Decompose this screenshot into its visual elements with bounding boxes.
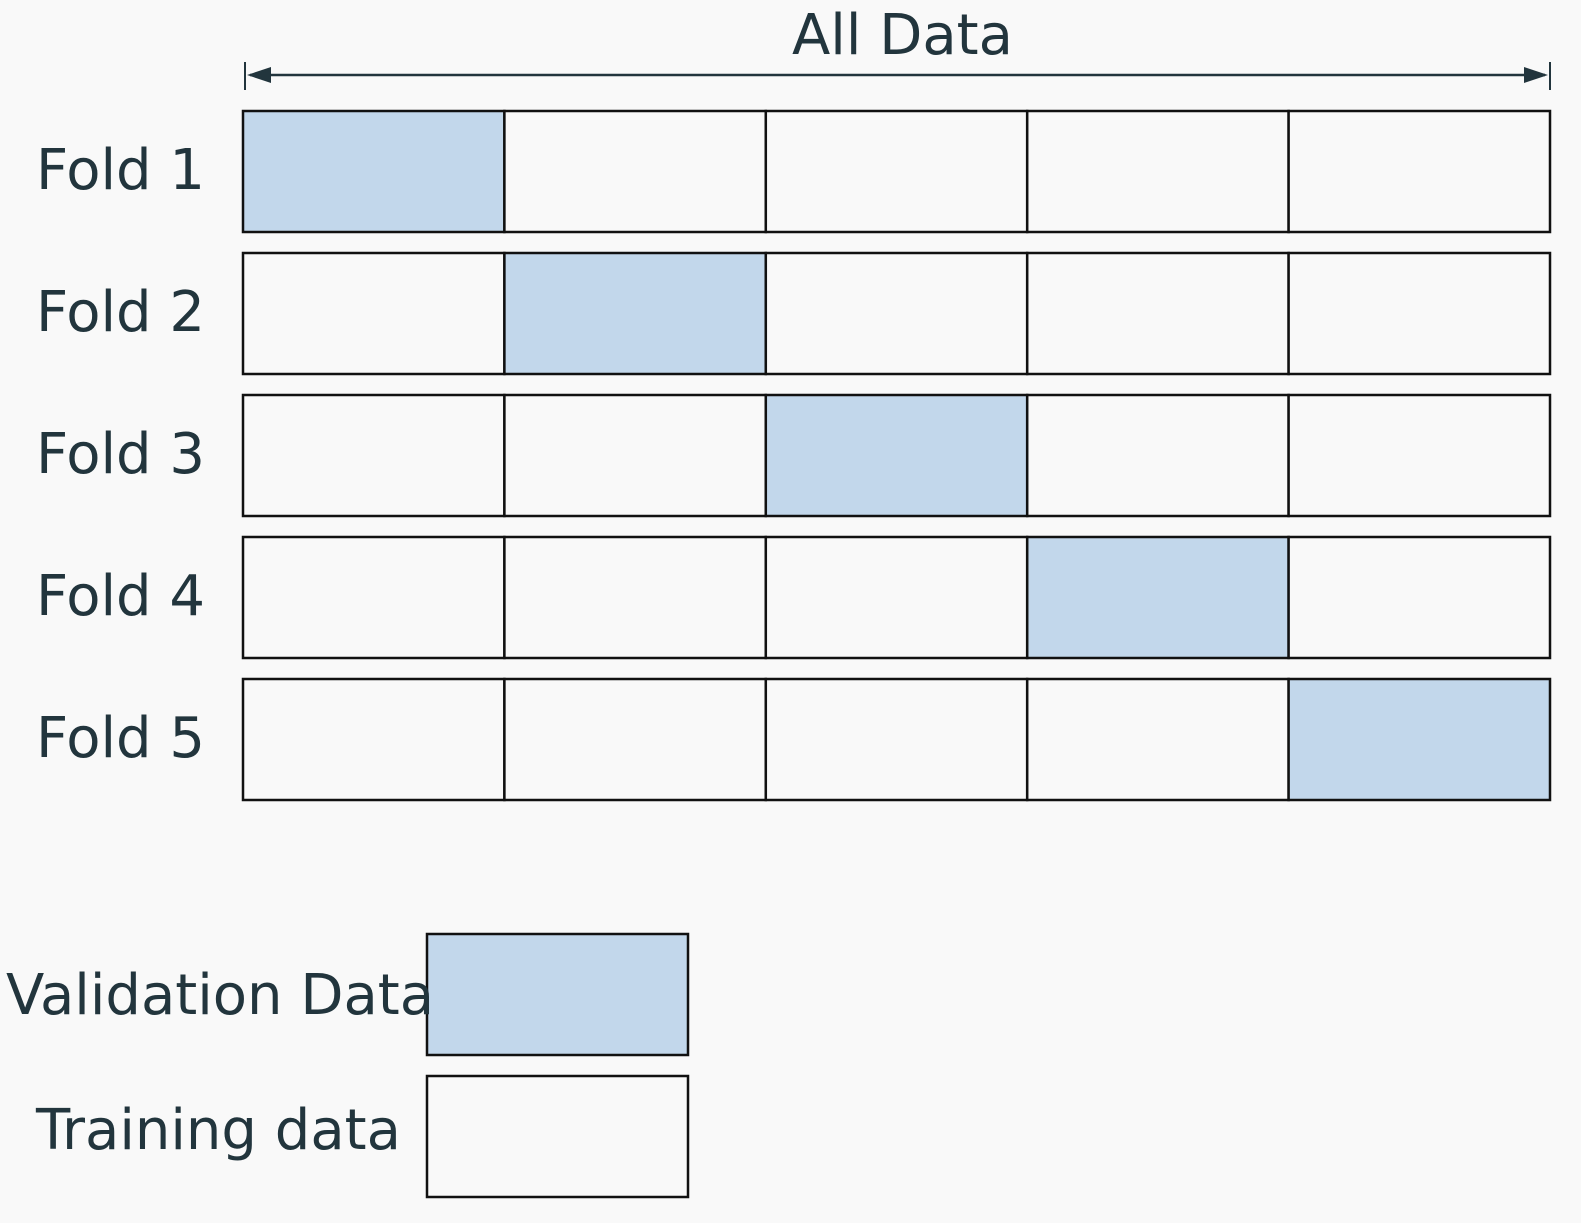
legend-validation-swatch bbox=[425, 932, 690, 1057]
folds-grid bbox=[241, 109, 1552, 802]
fold-row-5 bbox=[241, 677, 1552, 802]
training-segment-fold1-4 bbox=[1025, 109, 1290, 234]
fold-label-5: Fold 5 bbox=[36, 706, 206, 771]
legend-training-swatch bbox=[425, 1074, 690, 1199]
training-segment-fold3-4 bbox=[1025, 393, 1290, 518]
training-segment-fold3-5 bbox=[1287, 393, 1552, 518]
training-segment-fold5-3 bbox=[764, 677, 1029, 802]
training-segment-fold1-2 bbox=[503, 109, 768, 234]
fold-label-2: Fold 2 bbox=[36, 280, 206, 345]
validation-segment-fold5-5 bbox=[1287, 677, 1552, 802]
fold-row-1 bbox=[241, 109, 1552, 234]
arrow-head-right bbox=[1524, 67, 1548, 83]
fold-label-3: Fold 3 bbox=[36, 422, 206, 487]
fold-row-2 bbox=[241, 251, 1552, 376]
training-segment-fold2-3 bbox=[764, 251, 1029, 376]
training-segment-fold1-5 bbox=[1287, 109, 1552, 234]
validation-segment-fold1-1 bbox=[241, 109, 506, 234]
fold-label-1: Fold 1 bbox=[36, 138, 206, 203]
training-segment-fold4-3 bbox=[764, 535, 1029, 660]
training-segment-fold4-2 bbox=[503, 535, 768, 660]
validation-segment-fold3-3 bbox=[764, 393, 1029, 518]
legend-training-label: Training data bbox=[36, 1098, 401, 1163]
arrow-head-left bbox=[247, 67, 271, 83]
training-segment-fold2-5 bbox=[1287, 251, 1552, 376]
legend-validation-label: Validation Data bbox=[6, 963, 435, 1028]
validation-segment-fold2-2 bbox=[503, 251, 768, 376]
training-segment-fold5-2 bbox=[503, 677, 768, 802]
training-segment-fold3-2 bbox=[503, 393, 768, 518]
training-segment-fold4-5 bbox=[1287, 535, 1552, 660]
training-segment-fold5-4 bbox=[1025, 677, 1290, 802]
fold-label-4: Fold 4 bbox=[36, 564, 206, 629]
training-segment-fold5-1 bbox=[241, 677, 506, 802]
training-segment-fold2-4 bbox=[1025, 251, 1290, 376]
training-segment-fold1-3 bbox=[764, 109, 1029, 234]
training-segment-fold4-1 bbox=[241, 535, 506, 660]
diagram-title: All Data bbox=[792, 3, 1013, 68]
validation-segment-fold4-4 bbox=[1025, 535, 1290, 660]
training-segment-fold2-1 bbox=[241, 251, 506, 376]
all-data-span-arrow bbox=[244, 62, 1551, 90]
fold-row-4 bbox=[241, 535, 1552, 660]
fold-row-3 bbox=[241, 393, 1552, 518]
training-segment-fold3-1 bbox=[241, 393, 506, 518]
